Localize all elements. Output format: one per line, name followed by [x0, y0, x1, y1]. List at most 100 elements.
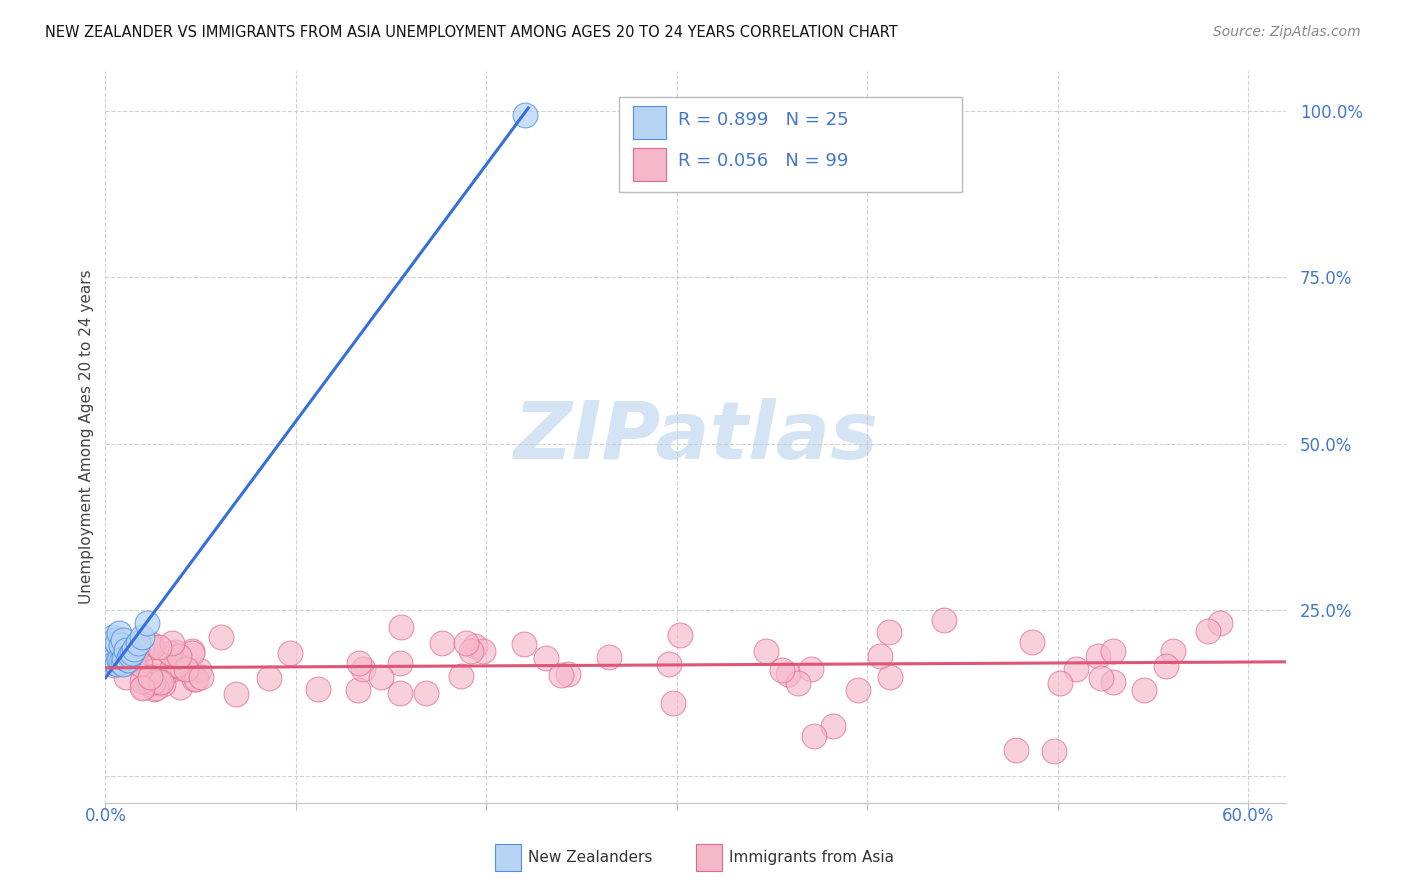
Point: [1197, 624, 1219, 638]
Point: [755, 644, 778, 658]
Point: [1021, 634, 1043, 648]
Point: [143, 648, 166, 663]
Point: [662, 696, 685, 710]
Point: [347, 656, 370, 670]
Point: [101, 630, 124, 644]
Point: [658, 657, 681, 671]
Point: [115, 643, 138, 657]
Point: [103, 652, 125, 666]
Point: [152, 676, 174, 690]
Text: NEW ZEALANDER VS IMMIGRANTS FROM ASIA UNEMPLOYMENT AMONG AGES 20 TO 24 YEARS COR: NEW ZEALANDER VS IMMIGRANTS FROM ASIA UN…: [45, 25, 898, 40]
Point: [460, 644, 482, 658]
Point: [101, 653, 124, 667]
Point: [122, 641, 145, 656]
Point: [103, 657, 125, 672]
Point: [122, 655, 145, 669]
Point: [104, 632, 127, 647]
Point: [121, 648, 143, 662]
Point: [869, 649, 891, 664]
Point: [1049, 676, 1071, 690]
Point: [1043, 744, 1066, 758]
Text: R = 0.899   N = 25: R = 0.899 N = 25: [678, 112, 849, 129]
Point: [259, 671, 281, 685]
Point: [183, 672, 205, 686]
Point: [846, 683, 869, 698]
Point: [513, 107, 536, 121]
Point: [1161, 644, 1184, 658]
Point: [184, 673, 207, 687]
Point: [146, 655, 169, 669]
Point: [131, 642, 153, 657]
Point: [174, 662, 197, 676]
Point: [388, 686, 411, 700]
Point: [187, 663, 209, 677]
Point: [142, 674, 165, 689]
Point: [98, 652, 121, 666]
FancyBboxPatch shape: [495, 845, 522, 871]
Point: [110, 638, 132, 652]
Point: [125, 643, 148, 657]
Point: [160, 636, 183, 650]
FancyBboxPatch shape: [696, 845, 721, 871]
Point: [139, 670, 162, 684]
Point: [143, 682, 166, 697]
Point: [1087, 648, 1109, 663]
Point: [108, 643, 131, 657]
Point: [932, 613, 955, 627]
Point: [1102, 644, 1125, 658]
Point: [145, 681, 167, 696]
Text: Immigrants from Asia: Immigrants from Asia: [730, 850, 894, 865]
Point: [107, 626, 129, 640]
Point: [166, 657, 188, 672]
FancyBboxPatch shape: [633, 106, 666, 139]
Point: [159, 663, 181, 677]
Point: [823, 719, 845, 733]
FancyBboxPatch shape: [619, 97, 962, 192]
Point: [557, 667, 579, 681]
Point: [138, 677, 160, 691]
Y-axis label: Unemployment Among Ages 20 to 24 years: Unemployment Among Ages 20 to 24 years: [79, 269, 94, 605]
Point: [111, 632, 134, 647]
Point: [131, 673, 153, 688]
Point: [389, 656, 412, 670]
Point: [668, 628, 690, 642]
Point: [415, 686, 437, 700]
Point: [104, 656, 127, 670]
Point: [136, 616, 159, 631]
Point: [800, 661, 823, 675]
Point: [598, 650, 620, 665]
Point: [370, 670, 392, 684]
Point: [389, 619, 412, 633]
Point: [352, 662, 374, 676]
Point: [115, 670, 138, 684]
Point: [770, 663, 793, 677]
Text: 60.0%: 60.0%: [1222, 806, 1275, 825]
Point: [169, 680, 191, 694]
Point: [278, 646, 301, 660]
Point: [787, 676, 810, 690]
Point: [776, 666, 799, 681]
Point: [132, 680, 155, 694]
Point: [209, 631, 232, 645]
Point: [117, 653, 139, 667]
Point: [1154, 659, 1177, 673]
Point: [114, 650, 136, 665]
Point: [167, 649, 190, 664]
Point: [879, 670, 901, 684]
Point: [129, 657, 152, 672]
Point: [172, 661, 194, 675]
Point: [181, 644, 204, 658]
Point: [103, 644, 125, 658]
Point: [181, 646, 204, 660]
Point: [148, 640, 170, 654]
Point: [98, 640, 121, 654]
Text: 0.0%: 0.0%: [84, 806, 127, 825]
Point: [1005, 742, 1028, 756]
Point: [190, 670, 212, 684]
Point: [110, 655, 132, 669]
Point: [877, 625, 900, 640]
Point: [131, 681, 153, 695]
Point: [513, 637, 536, 651]
Point: [120, 648, 142, 663]
Point: [141, 640, 163, 655]
